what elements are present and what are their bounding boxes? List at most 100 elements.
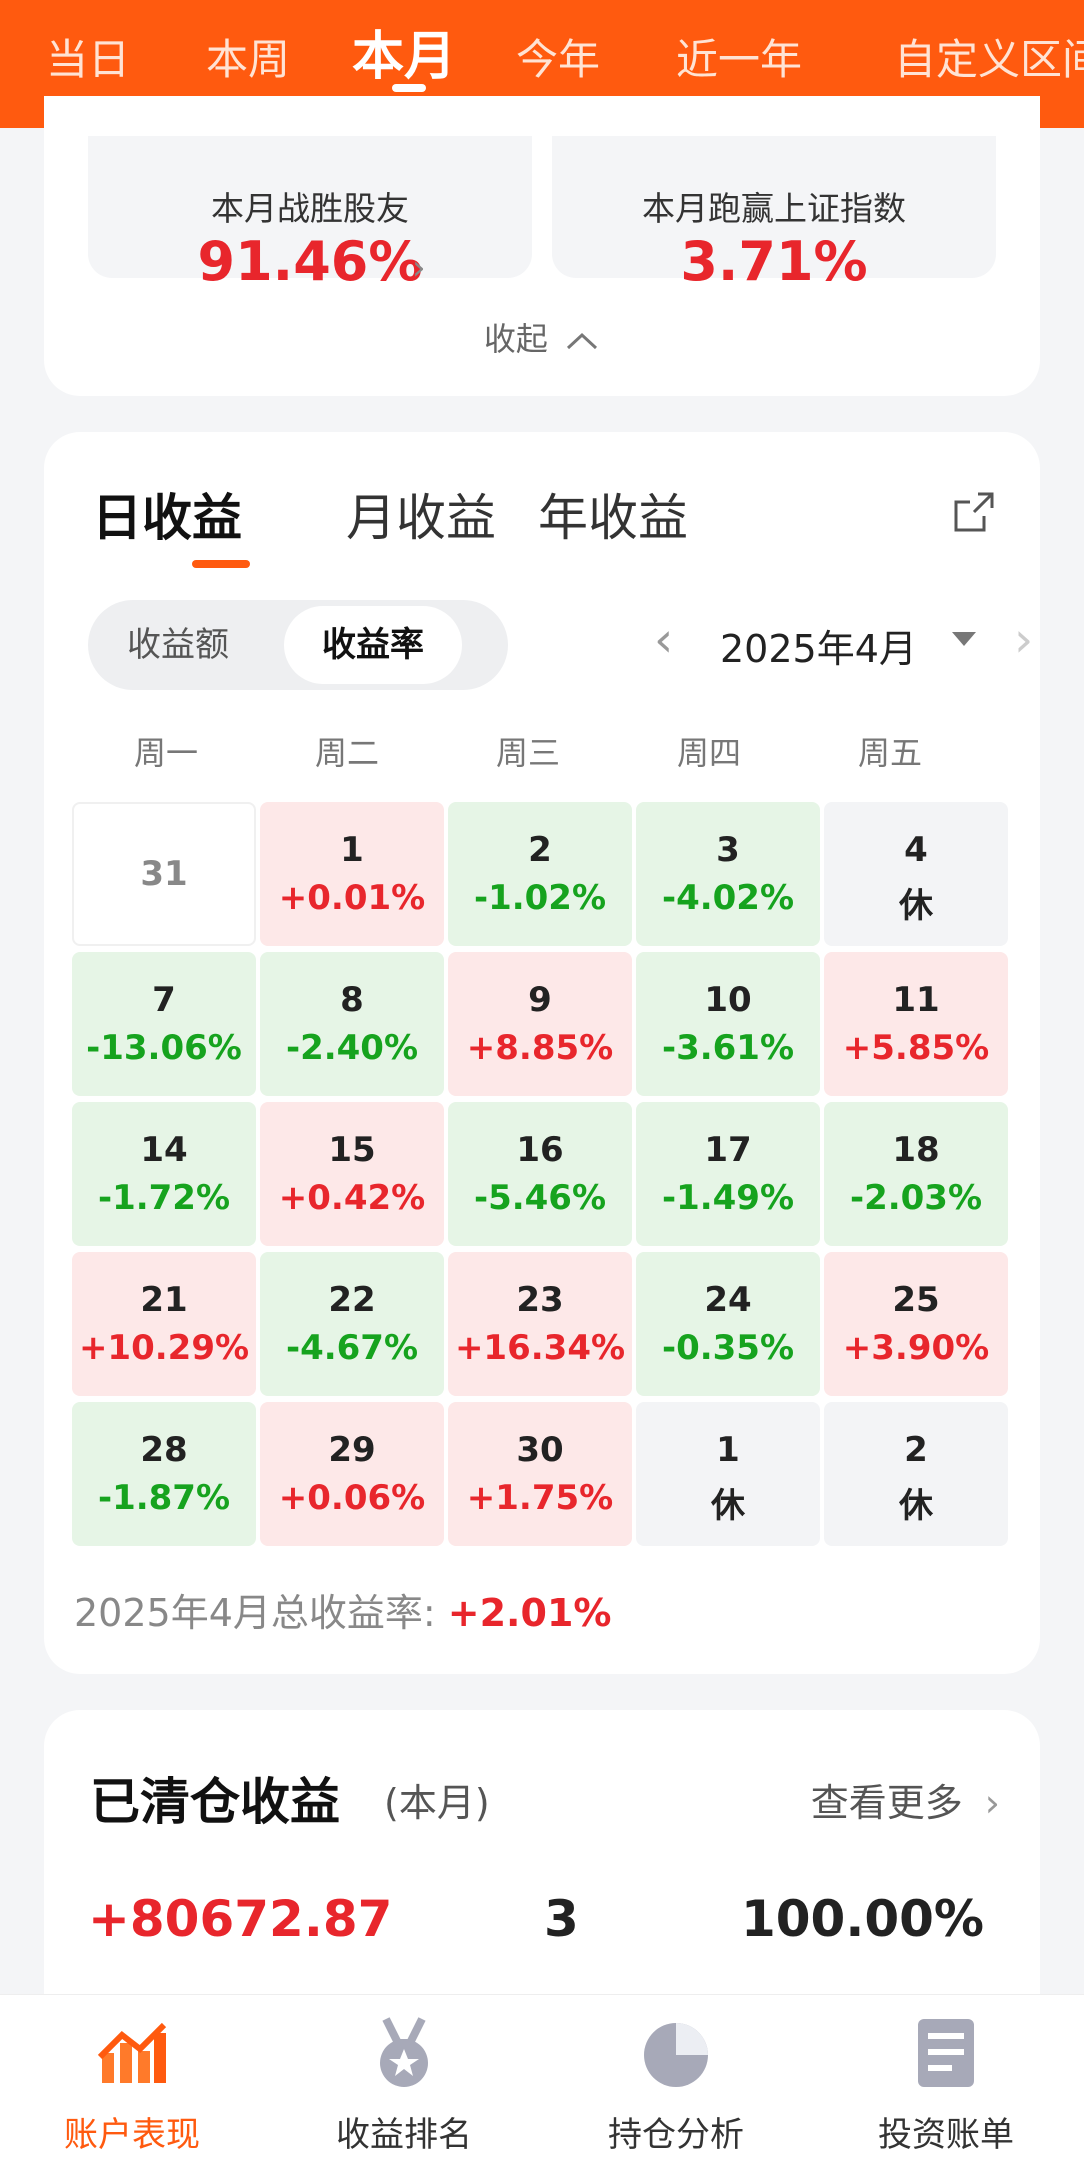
day-return: -1.72%	[97, 1178, 231, 1218]
weekday-tue: 周二	[314, 734, 379, 772]
weekday-fri: 周五	[857, 734, 922, 772]
share-icon[interactable]	[950, 488, 998, 536]
day-return: +8.85%	[466, 1028, 614, 1068]
day-return: +5.85%	[842, 1028, 990, 1068]
calendar-day-cell[interactable]: 7 -13.06%	[72, 952, 256, 1096]
day-number: 10	[704, 980, 752, 1020]
calendar-day-cell[interactable]: 11 +5.85%	[824, 952, 1008, 1096]
calendar-day-cell[interactable]: 25 +3.90%	[824, 1252, 1008, 1396]
day-number: 14	[140, 1130, 188, 1170]
day-number: 31	[140, 854, 188, 894]
day-return: -1.02%	[473, 878, 607, 918]
calendar-day-cell[interactable]: 3 -4.02%	[636, 802, 820, 946]
day-number: 29	[328, 1430, 376, 1470]
tab-yearly-returns[interactable]: 年收益	[538, 489, 688, 547]
calendar-day-cell[interactable]: 9 +8.85%	[448, 952, 632, 1096]
tab-this-week[interactable]: 本周	[206, 35, 291, 84]
nav-investment-bill[interactable]: 投资账单	[826, 2013, 1066, 2156]
day-return: +0.06%	[278, 1478, 426, 1518]
calendar-day-cell[interactable]: 17 -1.49%	[636, 1102, 820, 1246]
chevron-right-icon[interactable]: ›	[1014, 612, 1034, 668]
toggle-rate[interactable]: 收益率	[284, 606, 462, 684]
nav-account-performance[interactable]: 账户表现	[12, 2013, 252, 2156]
cleared-subtitle: (本月)	[384, 1781, 490, 1825]
day-return: -2.40%	[285, 1028, 419, 1068]
day-return: -1.87%	[97, 1478, 231, 1518]
month-total-label: 2025年4月总收益率:	[74, 1591, 448, 1635]
month-label[interactable]: 2025年4月	[720, 627, 917, 671]
calendar-day-cell[interactable]: 24 -0.35%	[636, 1252, 820, 1396]
day-number: 30	[516, 1430, 564, 1470]
calendar-day-cell[interactable]: 21 +10.29%	[72, 1252, 256, 1396]
day-number: 28	[140, 1430, 188, 1470]
beat-index-box: 本月跑赢上证指数 3.71%	[552, 136, 996, 293]
calendar-day-cell: 31	[72, 802, 256, 946]
calendar-day-cell[interactable]: 14 -1.72%	[72, 1102, 256, 1246]
day-return: +1.75%	[466, 1478, 614, 1518]
day-return: +3.90%	[842, 1328, 990, 1368]
tab-this-year[interactable]: 今年	[516, 35, 601, 84]
nav-label: 收益排名	[336, 2115, 472, 2155]
tab-daily-returns[interactable]: 日收益	[92, 489, 242, 547]
day-return: -0.35%	[661, 1328, 795, 1368]
calendar-day-cell[interactable]: 15 +0.42%	[260, 1102, 444, 1246]
tab-monthly-returns[interactable]: 月收益	[346, 489, 496, 547]
medal-icon	[380, 2017, 428, 2087]
day-return: +10.29%	[78, 1328, 250, 1368]
day-number: 21	[140, 1280, 188, 1320]
calendar-day-cell[interactable]: 28 -1.87%	[72, 1402, 256, 1546]
month-selector: ‹ 2025年4月 ›	[604, 608, 1033, 678]
day-number: 24	[704, 1280, 752, 1320]
beat-index-label: 本月跑赢上证指数	[642, 189, 906, 228]
calendar-day-cell[interactable]: 30 +1.75%	[448, 1402, 632, 1546]
tab-today[interactable]: 当日	[46, 35, 131, 84]
day-number: 9	[528, 980, 552, 1020]
day-return: -3.61%	[661, 1028, 795, 1068]
calendar-day-cell[interactable]: 10 -3.61%	[636, 952, 820, 1096]
nav-holdings-analysis[interactable]: 持仓分析	[556, 2013, 796, 2156]
toggle-amount[interactable]: 收益额	[127, 625, 229, 665]
tab-last-year[interactable]: 近一年	[676, 35, 803, 84]
calendar-day-cell[interactable]: 8 -2.40%	[260, 952, 444, 1096]
collapse-button[interactable]: 收起	[44, 314, 1040, 360]
calendar-day-cell[interactable]: 2 -1.02%	[448, 802, 632, 946]
day-number: 1	[340, 830, 364, 870]
beat-index-value: 3.71%	[680, 230, 868, 293]
day-return: -2.03%	[849, 1178, 983, 1218]
calendar-day-cell[interactable]: 1 +0.01%	[260, 802, 444, 946]
day-number: 18	[892, 1130, 940, 1170]
nav-label: 投资账单	[878, 2115, 1014, 2155]
day-number: 2	[528, 830, 552, 870]
tab-custom-range[interactable]: 自定义区间	[894, 35, 1084, 84]
day-return: -4.02%	[661, 878, 795, 918]
nav-label: 持仓分析	[608, 2115, 744, 2155]
day-return: +16.34%	[454, 1328, 626, 1368]
beat-friends-label: 本月战胜股友	[211, 189, 409, 228]
day-number: 16	[516, 1130, 564, 1170]
calendar-day-cell[interactable]: 23 +16.34%	[448, 1252, 632, 1396]
view-more-link[interactable]: 查看更多 ›	[811, 1772, 1000, 1827]
calendar-day-cell[interactable]: 18 -2.03%	[824, 1102, 1008, 1246]
nav-returns-ranking[interactable]: 收益排名	[284, 2013, 524, 2156]
beat-friends-box[interactable]: 本月战胜股友 91.46% ›	[88, 136, 532, 293]
chevron-left-icon[interactable]: ‹	[654, 612, 674, 668]
returns-calendar-card: 日收益 月收益 年收益 收益额 收益率 ‹ 2025年4月 › 周一 周二 周三…	[44, 432, 1040, 1674]
calendar-day-cell[interactable]: 16 -5.46%	[448, 1102, 632, 1246]
chevron-up-icon	[567, 332, 598, 350]
day-number: 22	[328, 1280, 376, 1320]
day-number: 23	[516, 1280, 564, 1320]
day-number: 4	[904, 830, 928, 870]
stats-card: 本月战胜股友 91.46% › 本月跑赢上证指数 3.71% 收起	[44, 96, 1040, 396]
day-return: +0.01%	[278, 878, 426, 918]
calendar-day-cell[interactable]: 22 -4.67%	[260, 1252, 444, 1396]
day-number: 1	[716, 1430, 740, 1470]
day-return: 休	[899, 1486, 933, 1526]
tab-this-month[interactable]: 本月	[352, 27, 457, 87]
cleared-count: 3	[544, 1890, 579, 1948]
day-number: 8	[340, 980, 364, 1020]
calendar-day-cell[interactable]: 29 +0.06%	[260, 1402, 444, 1546]
caret-down-icon[interactable]	[952, 632, 976, 646]
